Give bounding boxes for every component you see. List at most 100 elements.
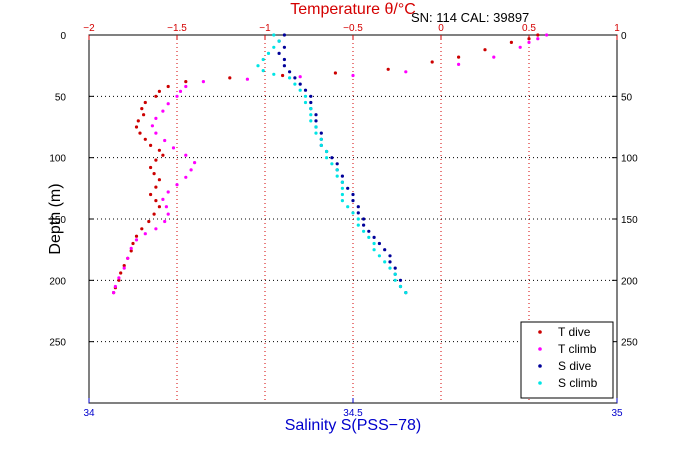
legend-label: S climb	[558, 376, 598, 390]
data-point	[131, 241, 135, 246]
data-point	[157, 89, 161, 93]
data-point	[134, 125, 139, 129]
data-point	[282, 57, 286, 62]
data-point	[143, 232, 147, 236]
data-point	[536, 37, 540, 41]
data-point	[261, 69, 265, 73]
legend-label: T dive	[558, 325, 591, 339]
data-point	[152, 172, 156, 176]
data-point	[377, 241, 381, 246]
data-point	[113, 284, 117, 289]
data-point	[293, 76, 297, 80]
data-point	[335, 174, 339, 178]
data-point	[319, 143, 323, 147]
data-point	[319, 137, 323, 141]
data-point	[166, 84, 170, 89]
left-tick-label: 200	[49, 276, 66, 287]
data-point	[122, 264, 126, 268]
legend-box	[520, 321, 614, 399]
series-t-dive	[112, 33, 540, 295]
legend: T dive T climb S dive S climb	[520, 321, 614, 399]
data-point	[383, 248, 387, 252]
right-tick-label: 100	[621, 154, 638, 165]
data-point	[386, 67, 390, 71]
data-point	[372, 241, 376, 246]
legend-marker	[538, 381, 542, 385]
data-point	[314, 125, 318, 129]
data-point	[309, 100, 313, 105]
data-point	[333, 71, 337, 75]
top-tick-label: −0.5	[343, 23, 363, 34]
data-point	[309, 119, 313, 123]
data-point	[356, 217, 360, 221]
data-point	[184, 80, 188, 84]
data-point	[319, 131, 323, 135]
data-point	[457, 62, 461, 66]
data-point	[134, 234, 139, 238]
data-point	[303, 94, 308, 98]
data-point	[340, 199, 344, 203]
data-point	[527, 37, 531, 41]
data-point	[545, 33, 549, 37]
bottom-axis-title: Salinity S(PSS−78)	[285, 417, 422, 434]
data-point	[277, 51, 281, 56]
data-point	[119, 271, 123, 275]
data-point	[340, 192, 344, 197]
data-point	[126, 256, 130, 260]
data-point	[282, 45, 286, 49]
data-point	[161, 197, 165, 201]
data-point	[147, 219, 151, 224]
data-point	[129, 249, 133, 253]
data-point	[138, 131, 142, 135]
legend-marker	[538, 330, 542, 334]
top-tick-label: 0.5	[522, 23, 536, 34]
data-point	[152, 212, 156, 216]
data-point	[184, 175, 188, 179]
top-tick-label: 1	[614, 23, 620, 34]
data-point	[351, 211, 355, 215]
legend-label: T climb	[558, 342, 597, 356]
data-point	[154, 158, 158, 162]
data-point	[154, 185, 158, 189]
data-point	[178, 89, 183, 93]
data-point	[518, 45, 522, 49]
data-point	[356, 211, 360, 215]
data-point	[149, 192, 153, 197]
data-point	[150, 124, 154, 128]
data-point	[143, 100, 147, 105]
data-point	[272, 33, 276, 37]
data-point	[346, 186, 350, 190]
data-point	[314, 113, 318, 117]
data-point	[157, 205, 161, 209]
data-point	[154, 94, 158, 98]
data-point	[536, 33, 540, 37]
data-point	[157, 178, 161, 182]
data-point	[154, 131, 158, 135]
data-point	[140, 227, 144, 231]
data-point	[272, 45, 276, 49]
data-point	[136, 119, 140, 123]
left-tick-label: 100	[49, 154, 66, 165]
data-point	[325, 156, 329, 160]
data-point	[393, 266, 397, 270]
series-t-climb	[112, 33, 549, 295]
data-point	[288, 70, 292, 74]
data-point	[193, 161, 197, 165]
data-point	[143, 137, 147, 141]
data-point	[166, 102, 170, 106]
top-tick-label: −2	[83, 23, 95, 34]
data-point	[398, 278, 403, 282]
data-point	[266, 51, 271, 56]
data-point	[398, 284, 403, 289]
data-point	[362, 229, 366, 233]
data-point	[404, 70, 408, 74]
data-point	[314, 119, 318, 123]
data-point	[298, 88, 302, 92]
data-point	[340, 186, 344, 190]
data-point	[388, 266, 392, 270]
data-point	[356, 205, 360, 209]
data-point	[404, 291, 408, 295]
legend-marker	[538, 347, 542, 351]
data-point	[351, 199, 355, 203]
data-point	[228, 76, 232, 80]
